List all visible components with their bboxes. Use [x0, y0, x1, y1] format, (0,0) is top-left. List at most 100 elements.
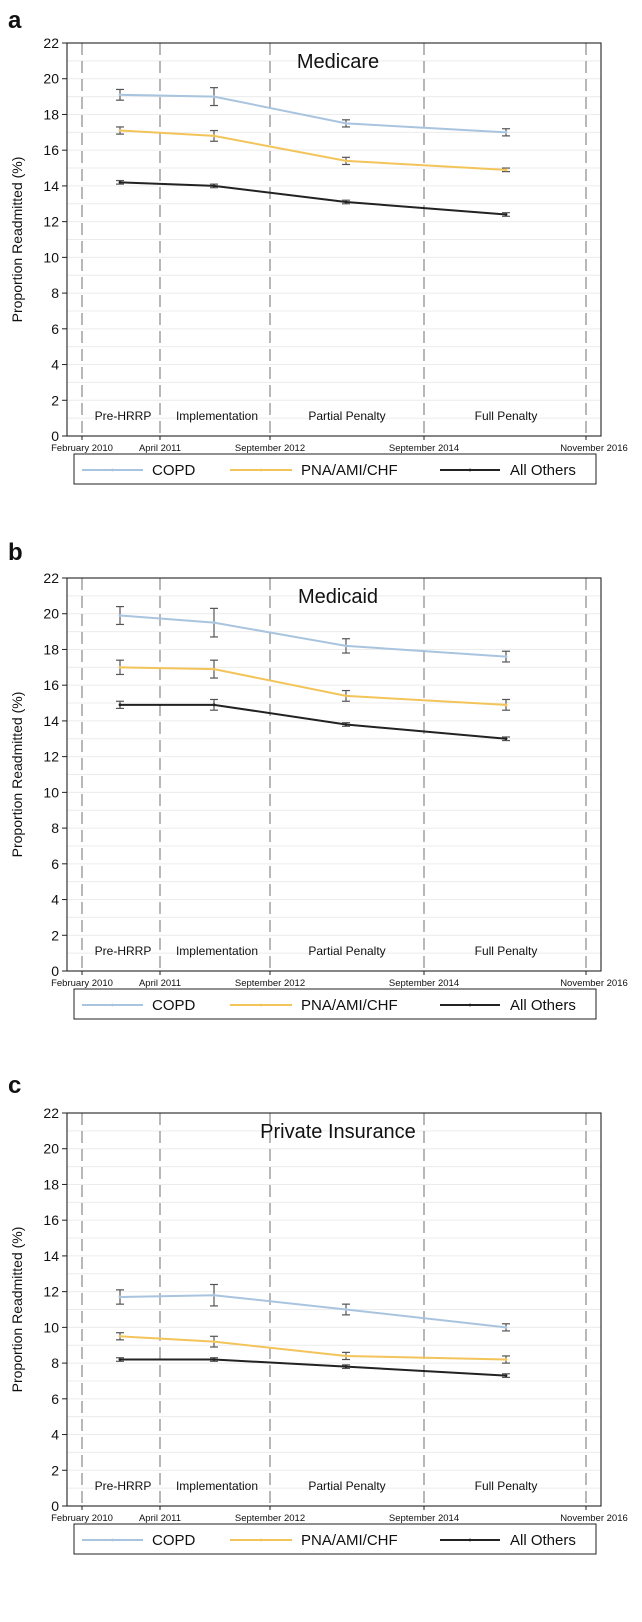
data-point: [212, 95, 216, 98]
data-point: [118, 93, 122, 97]
series-copd: [116, 605, 510, 663]
data-point: [344, 1365, 348, 1369]
data-point: [118, 614, 122, 617]
x-tick-label: September 2012: [235, 978, 305, 989]
series-pna-ami-chf: [116, 1332, 510, 1364]
data-point: [118, 180, 122, 184]
y-tick-label: 14: [43, 713, 59, 729]
data-point: [118, 665, 122, 669]
y-tick-label: 22: [43, 570, 59, 586]
y-tick-label: 12: [43, 214, 59, 230]
series-all-others: [116, 1357, 510, 1378]
y-tick-label: 18: [43, 106, 59, 122]
x-tick-label: February 2010: [51, 978, 113, 989]
series-line: [119, 1294, 507, 1329]
series-copd: [116, 87, 510, 137]
legend: COPD PNA/AMI/CHF All Others: [73, 1523, 597, 1555]
y-tick-label: 10: [43, 249, 59, 265]
legend-marker: [468, 468, 472, 472]
data-point: [212, 621, 216, 625]
y-tick-label: 0: [51, 1498, 59, 1514]
x-tick-label: February 2010: [51, 443, 113, 454]
series-line: [119, 181, 507, 216]
legend: COPD PNA/AMI/CHF All Others: [73, 988, 597, 1020]
legend-marker: [111, 1003, 114, 1007]
y-tick-label: 6: [51, 321, 59, 337]
phase-label: Full Penalty: [475, 409, 538, 423]
legend: COPD PNA/AMI/CHF All Others: [73, 453, 597, 485]
data-point: [212, 667, 216, 671]
data-point: [118, 1334, 122, 1338]
legend-label: All Others: [510, 462, 576, 479]
data-point: [118, 1358, 122, 1361]
chart-panel-b: b 0 2 4 6 8 10 12 14 16 18 20 22 February 2010 April 2…: [8, 539, 628, 1020]
x-tick-label: April 2011: [139, 978, 181, 989]
data-point: [504, 737, 508, 741]
legend-marker: [259, 1538, 263, 1542]
data-point: [504, 703, 508, 707]
y-tick-label: 2: [51, 1462, 59, 1478]
series-line: [119, 666, 507, 706]
data-point: [212, 1293, 216, 1297]
data-point: [118, 703, 122, 707]
y-tick-label: 10: [43, 784, 59, 800]
x-tick-label: September 2014: [389, 1513, 459, 1524]
y-axis-label: Proportion Readmitted (%): [9, 692, 25, 858]
chart-title: Medicare: [297, 51, 379, 73]
phase-label: Pre-HRRP: [95, 1479, 152, 1493]
data-point: [504, 1374, 508, 1377]
y-tick-label: 16: [43, 677, 59, 693]
series-all-others: [116, 179, 510, 217]
series-line: [119, 93, 507, 134]
chart-title: Medicaid: [298, 586, 378, 608]
y-tick-label: 14: [43, 1248, 59, 1264]
data-point: [504, 213, 508, 216]
y-tick-label: 8: [51, 1355, 59, 1371]
series-line: [119, 129, 507, 171]
y-tick-label: 20: [43, 71, 59, 87]
y-tick-label: 2: [51, 927, 59, 943]
phase-label: Full Penalty: [475, 1479, 538, 1493]
series-line: [120, 1358, 507, 1377]
legend-box: [73, 988, 597, 1020]
y-tick-label: 10: [43, 1319, 59, 1335]
data-point: [212, 1340, 216, 1344]
series-pna-ami-chf: [116, 126, 510, 173]
x-tick-label: November 2016: [560, 443, 628, 454]
legend-box: [73, 453, 597, 485]
legend-marker: [259, 1003, 263, 1007]
x-tick-label: September 2014: [389, 443, 459, 454]
y-tick-label: 4: [51, 1427, 59, 1443]
data-point: [212, 184, 216, 188]
y-tick-label: 22: [43, 35, 59, 51]
y-tick-label: 6: [51, 1391, 59, 1407]
data-point: [504, 168, 508, 172]
series-all-others: [116, 698, 510, 742]
legend-box: [73, 1523, 597, 1555]
plot-frame: [66, 42, 602, 437]
data-point: [344, 694, 348, 698]
x-tick-label: September 2012: [235, 1513, 305, 1524]
x-tick-label: April 2011: [139, 1513, 181, 1524]
legend-label: COPD: [152, 997, 196, 1014]
y-tick-label: 12: [43, 1284, 59, 1300]
data-point: [212, 1358, 216, 1361]
y-tick-label: 16: [43, 142, 59, 158]
legend-marker: [111, 468, 114, 472]
data-point: [504, 655, 508, 658]
legend-label: PNA/AMI/CHF: [301, 1532, 398, 1549]
x-tick-label: April 2011: [139, 443, 181, 454]
phase-label: Partial Penalty: [308, 1479, 385, 1493]
phase-label: Implementation: [176, 409, 258, 423]
series-copd: [116, 1283, 510, 1332]
data-point: [118, 129, 122, 132]
legend-label: COPD: [152, 462, 196, 479]
y-tick-label: 22: [43, 1105, 59, 1121]
y-tick-label: 4: [51, 892, 59, 908]
x-tick-label: September 2014: [389, 978, 459, 989]
chart-panel-a: a 0 2 4 6 8 10 12 14 16 18 20 22 February 2010 April 2…: [8, 7, 628, 485]
data-point: [212, 134, 216, 138]
y-tick-label: 6: [51, 856, 59, 872]
legend-marker: [468, 1538, 472, 1542]
series-line: [120, 703, 507, 740]
